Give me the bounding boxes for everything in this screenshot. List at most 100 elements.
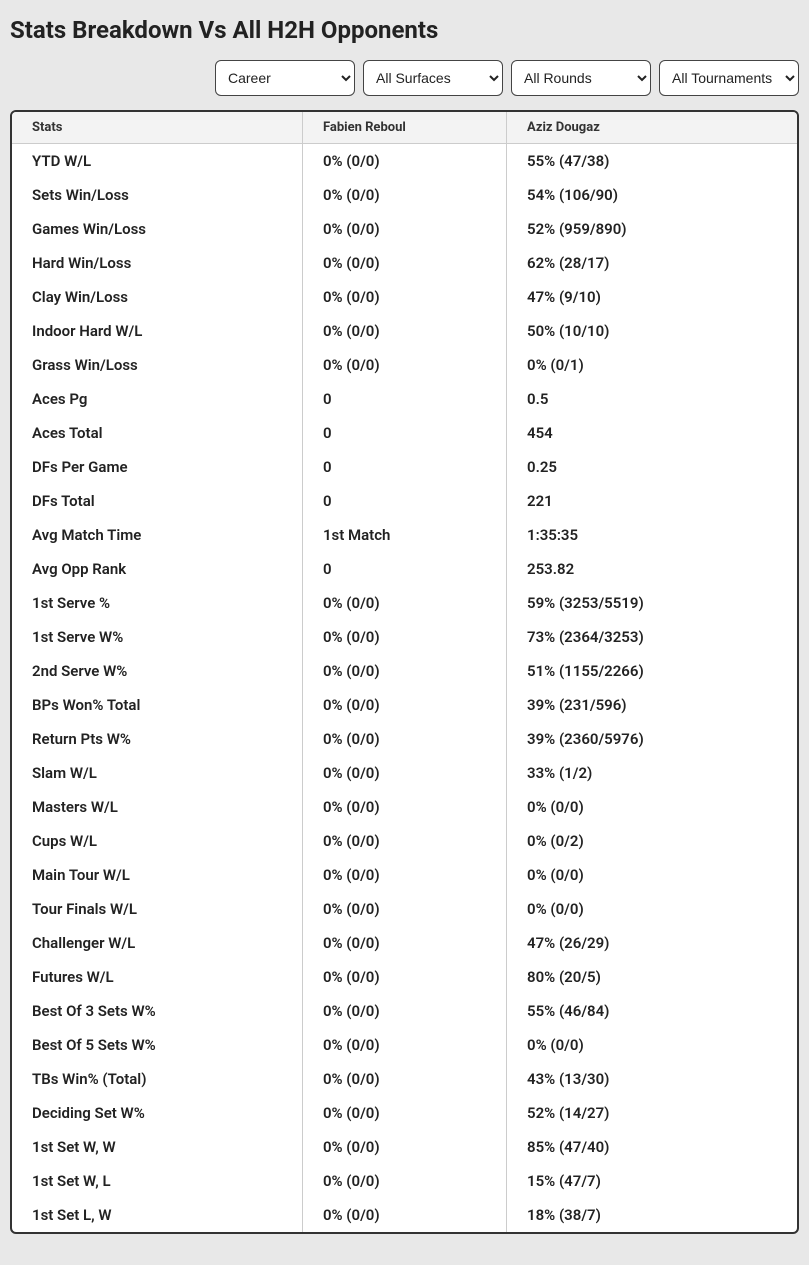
player2-value: 221 [507, 484, 797, 518]
player2-value: 51% (1155/2266) [507, 654, 797, 688]
player1-value: 0% (0/0) [302, 960, 506, 994]
stats-table: Stats Fabien Reboul Aziz Dougaz YTD W/L0… [12, 112, 797, 1232]
table-row: Tour Finals W/L0% (0/0)0% (0/0) [12, 892, 797, 926]
table-row: Best Of 3 Sets W%0% (0/0)55% (46/84) [12, 994, 797, 1028]
player1-value: 0% (0/0) [302, 688, 506, 722]
table-row: 1st Serve W%0% (0/0)73% (2364/3253) [12, 620, 797, 654]
player2-value: 15% (47/7) [507, 1164, 797, 1198]
table-row: DFs Per Game00.25 [12, 450, 797, 484]
table-row: Clay Win/Loss0% (0/0)47% (9/10) [12, 280, 797, 314]
stats-table-wrap: Stats Fabien Reboul Aziz Dougaz YTD W/L0… [10, 110, 799, 1234]
table-row: BPs Won% Total0% (0/0)39% (231/596) [12, 688, 797, 722]
player1-value: 0% (0/0) [302, 892, 506, 926]
stat-label: Best Of 5 Sets W% [12, 1028, 302, 1062]
stat-label: Cups W/L [12, 824, 302, 858]
player1-value: 0% (0/0) [302, 858, 506, 892]
player2-value: 39% (231/596) [507, 688, 797, 722]
player1-value: 0% (0/0) [302, 790, 506, 824]
table-row: Games Win/Loss0% (0/0)52% (959/890) [12, 212, 797, 246]
stat-label: TBs Win% (Total) [12, 1062, 302, 1096]
table-row: Avg Match Time1st Match1:35:35 [12, 518, 797, 552]
stat-label: Clay Win/Loss [12, 280, 302, 314]
col-header-stats: Stats [12, 112, 302, 144]
stat-label: Grass Win/Loss [12, 348, 302, 382]
tournament-select[interactable]: All Tournaments [659, 60, 799, 96]
player2-value: 73% (2364/3253) [507, 620, 797, 654]
player2-value: 454 [507, 416, 797, 450]
player1-value: 0% (0/0) [302, 314, 506, 348]
table-header-row: Stats Fabien Reboul Aziz Dougaz [12, 112, 797, 144]
player1-value: 0% (0/0) [302, 1028, 506, 1062]
player2-value: 80% (20/5) [507, 960, 797, 994]
player2-value: 0.25 [507, 450, 797, 484]
player2-value: 0% (0/0) [507, 1028, 797, 1062]
stat-label: 1st Set L, W [12, 1198, 302, 1232]
table-row: Aces Total0454 [12, 416, 797, 450]
player2-value: 55% (46/84) [507, 994, 797, 1028]
table-row: Hard Win/Loss0% (0/0)62% (28/17) [12, 246, 797, 280]
table-row: Best Of 5 Sets W%0% (0/0)0% (0/0) [12, 1028, 797, 1062]
stat-label: Best Of 3 Sets W% [12, 994, 302, 1028]
filter-bar: Career All Surfaces All Rounds All Tourn… [10, 60, 799, 96]
player1-value: 0% (0/0) [302, 1096, 506, 1130]
table-row: Deciding Set W%0% (0/0)52% (14/27) [12, 1096, 797, 1130]
table-row: YTD W/L0% (0/0)55% (47/38) [12, 144, 797, 179]
player2-value: 47% (9/10) [507, 280, 797, 314]
player1-value: 0% (0/0) [302, 1130, 506, 1164]
player1-value: 0% (0/0) [302, 212, 506, 246]
player2-value: 0% (0/0) [507, 790, 797, 824]
stat-label: Aces Total [12, 416, 302, 450]
table-row: Indoor Hard W/L0% (0/0)50% (10/10) [12, 314, 797, 348]
table-row: 1st Set W, L0% (0/0)15% (47/7) [12, 1164, 797, 1198]
player1-value: 0 [302, 416, 506, 450]
stat-label: Main Tour W/L [12, 858, 302, 892]
period-select[interactable]: Career [215, 60, 355, 96]
page-title: Stats Breakdown Vs All H2H Opponents [10, 16, 799, 44]
player1-value: 0% (0/0) [302, 246, 506, 280]
player1-value: 0 [302, 484, 506, 518]
table-row: Aces Pg00.5 [12, 382, 797, 416]
player2-value: 18% (38/7) [507, 1198, 797, 1232]
player2-value: 0% (0/1) [507, 348, 797, 382]
table-row: Return Pts W%0% (0/0)39% (2360/5976) [12, 722, 797, 756]
player2-value: 55% (47/38) [507, 144, 797, 179]
player2-value: 59% (3253/5519) [507, 586, 797, 620]
table-row: Cups W/L0% (0/0)0% (0/2) [12, 824, 797, 858]
player1-value: 0% (0/0) [302, 1062, 506, 1096]
stat-label: Avg Match Time [12, 518, 302, 552]
player1-value: 0 [302, 552, 506, 586]
table-row: Masters W/L0% (0/0)0% (0/0) [12, 790, 797, 824]
stat-label: Hard Win/Loss [12, 246, 302, 280]
player2-value: 0% (0/0) [507, 858, 797, 892]
table-row: Main Tour W/L0% (0/0)0% (0/0) [12, 858, 797, 892]
player2-value: 47% (26/29) [507, 926, 797, 960]
stat-label: 2nd Serve W% [12, 654, 302, 688]
table-row: 1st Set L, W0% (0/0)18% (38/7) [12, 1198, 797, 1232]
table-row: 2nd Serve W%0% (0/0)51% (1155/2266) [12, 654, 797, 688]
player2-value: 52% (14/27) [507, 1096, 797, 1130]
player1-value: 0% (0/0) [302, 1198, 506, 1232]
stat-label: BPs Won% Total [12, 688, 302, 722]
table-row: TBs Win% (Total)0% (0/0)43% (13/30) [12, 1062, 797, 1096]
player1-value: 0% (0/0) [302, 1164, 506, 1198]
stat-label: Indoor Hard W/L [12, 314, 302, 348]
player2-value: 1:35:35 [507, 518, 797, 552]
stat-label: Masters W/L [12, 790, 302, 824]
stat-label: 1st Serve W% [12, 620, 302, 654]
player1-value: 0% (0/0) [302, 586, 506, 620]
stat-label: 1st Set W, W [12, 1130, 302, 1164]
stat-label: Challenger W/L [12, 926, 302, 960]
player2-value: 62% (28/17) [507, 246, 797, 280]
surface-select[interactable]: All Surfaces [363, 60, 503, 96]
table-row: Challenger W/L0% (0/0)47% (26/29) [12, 926, 797, 960]
player1-value: 0 [302, 382, 506, 416]
table-row: Futures W/L0% (0/0)80% (20/5) [12, 960, 797, 994]
player2-value: 54% (106/90) [507, 178, 797, 212]
player2-value: 33% (1/2) [507, 756, 797, 790]
player1-value: 0% (0/0) [302, 722, 506, 756]
player2-value: 0% (0/0) [507, 892, 797, 926]
round-select[interactable]: All Rounds [511, 60, 651, 96]
player1-value: 0% (0/0) [302, 280, 506, 314]
stat-label: DFs Per Game [12, 450, 302, 484]
table-row: Sets Win/Loss0% (0/0)54% (106/90) [12, 178, 797, 212]
